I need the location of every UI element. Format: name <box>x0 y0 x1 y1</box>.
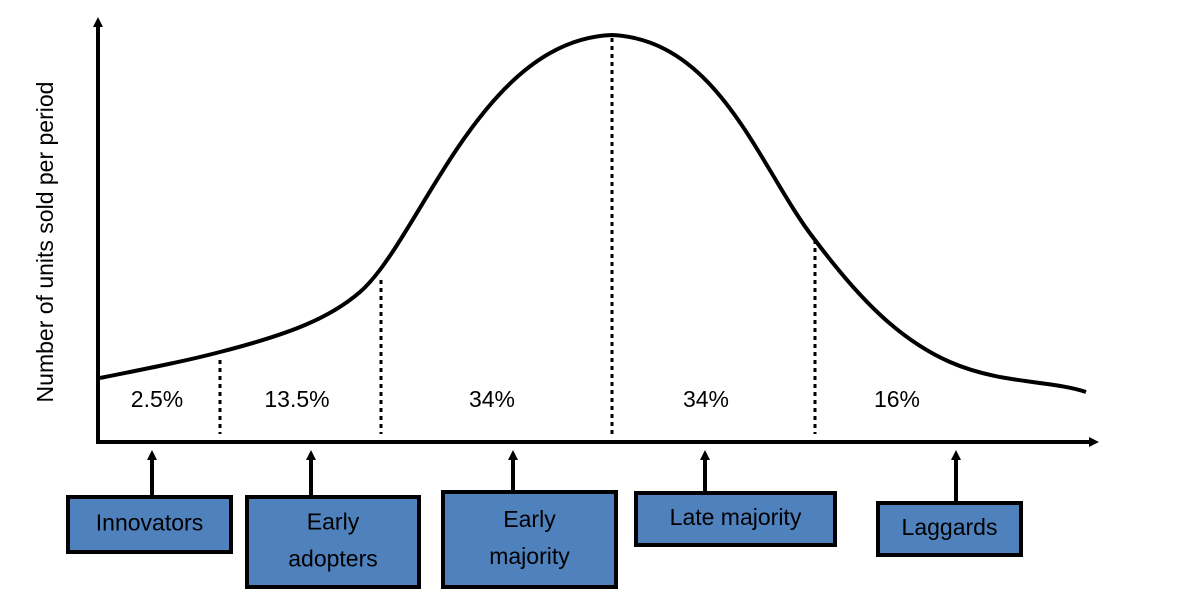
group-label: Early <box>307 509 360 535</box>
group-box <box>245 495 421 589</box>
segment-share: 2.5% <box>131 386 183 412</box>
group-box <box>876 501 1023 557</box>
adoption-curve <box>99 32 1087 394</box>
y-axis-label: Number of units sold per period <box>32 82 58 403</box>
group-box <box>441 490 618 589</box>
dividers <box>218 38 817 434</box>
segment-share: 13.5% <box>264 386 329 412</box>
group-label: Laggards <box>902 514 998 540</box>
group-label: adopters <box>288 546 378 572</box>
group-label: Early <box>503 506 556 532</box>
group-label: majority <box>489 543 570 569</box>
group-box <box>66 495 233 554</box>
segment-share: 34% <box>469 386 515 412</box>
group-label: Innovators <box>96 510 203 536</box>
group-box <box>634 491 837 547</box>
segment-share: 16% <box>874 386 920 412</box>
group-label: Late majority <box>670 504 802 530</box>
segment-share: 34% <box>683 386 729 412</box>
